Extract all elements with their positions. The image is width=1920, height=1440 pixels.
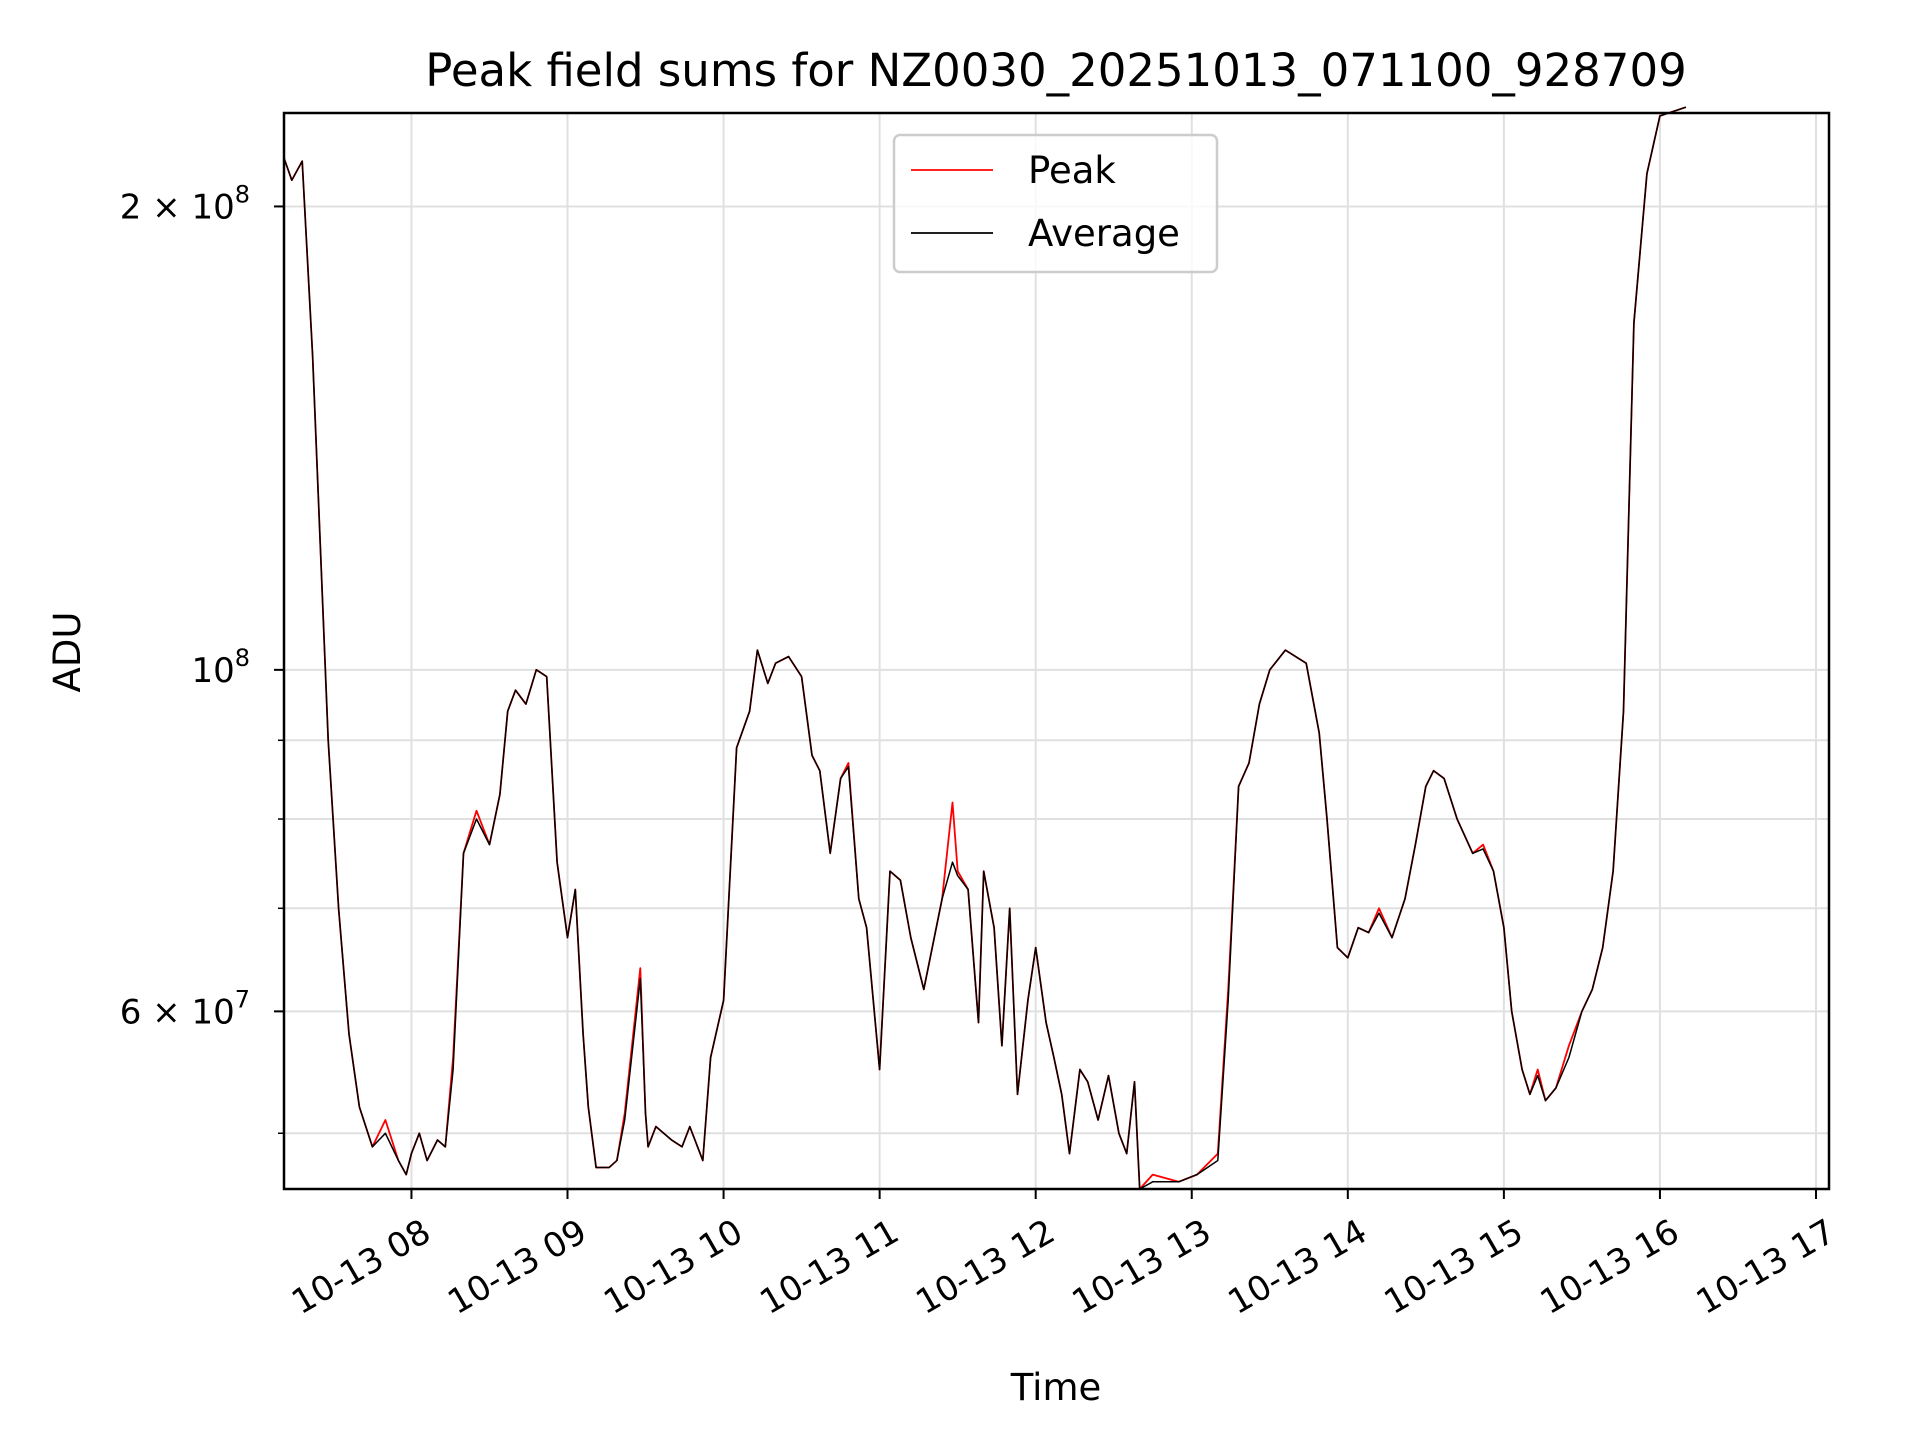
y-tick-exponent: 7 bbox=[235, 985, 250, 1013]
plot-area bbox=[283, 106, 1687, 1190]
grid bbox=[284, 113, 1829, 1189]
plot-frame bbox=[282, 111, 1831, 1191]
legend-average-label: Average bbox=[1028, 212, 1180, 255]
legend-peak-label: Peak bbox=[1028, 149, 1116, 192]
y-tick-base: 2 × 10 bbox=[120, 187, 235, 227]
y-axis-label: ADU bbox=[46, 612, 89, 693]
chart-title: Peak field sums for NZ0030_20251013_0711… bbox=[425, 44, 1686, 97]
series-line-average bbox=[283, 106, 1687, 1190]
y-tick-exponent: 8 bbox=[235, 180, 250, 208]
y-tick-label: 108 bbox=[191, 644, 250, 691]
y-tick-base: 10 bbox=[191, 651, 234, 691]
legend: Peak Average bbox=[892, 133, 1219, 274]
y-tick-base: 6 × 10 bbox=[120, 992, 235, 1032]
y-tick-exponent: 8 bbox=[235, 644, 250, 672]
x-axis-label: Time bbox=[1010, 1366, 1102, 1409]
y-tick-label: 2 × 108 bbox=[120, 180, 250, 227]
y-tick-label: 6 × 107 bbox=[120, 985, 250, 1032]
